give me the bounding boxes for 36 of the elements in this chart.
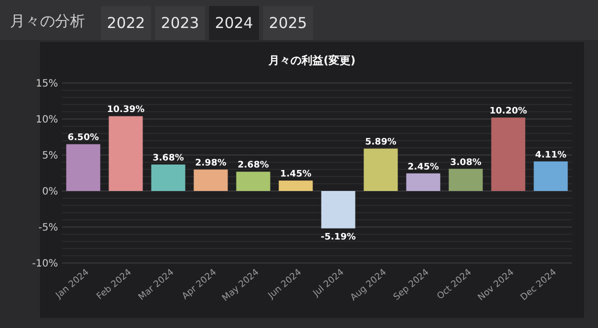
text: 月々の分析 xyxy=(10,12,85,30)
bar xyxy=(194,170,228,191)
bar xyxy=(448,168,483,191)
data-label: 2.68% xyxy=(238,160,269,171)
text: 2022 xyxy=(106,14,146,32)
y-tick-label: 15% xyxy=(36,78,58,90)
bar xyxy=(406,173,440,191)
text: 2025 xyxy=(268,14,308,32)
data-label: 6.50% xyxy=(68,133,99,144)
bar xyxy=(66,144,100,191)
y-tick-label: 0% xyxy=(42,186,58,198)
bar xyxy=(236,172,270,191)
data-label: 1.45% xyxy=(280,170,312,180)
data-label: 3.68% xyxy=(152,154,184,164)
y-tick-label: -10% xyxy=(32,258,58,270)
data-label: 5.89% xyxy=(365,138,396,148)
y-tick-label: -5% xyxy=(38,222,58,234)
y-tick-label: 5% xyxy=(42,150,58,162)
data-label: 3.08% xyxy=(450,158,482,168)
bar xyxy=(364,148,398,191)
bar xyxy=(534,161,568,191)
text: 2024 xyxy=(214,14,254,32)
chart-title: 月々の利益(変更) xyxy=(267,54,356,67)
bar xyxy=(491,118,526,191)
data-label: -5.19% xyxy=(320,232,356,242)
text: 2023 xyxy=(160,14,200,32)
data-label: 10.20% xyxy=(490,106,527,117)
bar xyxy=(321,191,356,228)
data-label: 2.45% xyxy=(408,162,439,172)
bar xyxy=(151,164,186,191)
bar xyxy=(278,180,313,191)
bar xyxy=(108,116,143,191)
data-label: 4.11% xyxy=(535,150,566,160)
data-label: 2.98% xyxy=(195,158,226,169)
data-label: 10.39% xyxy=(107,105,144,116)
y-tick-label: 10% xyxy=(36,114,58,126)
